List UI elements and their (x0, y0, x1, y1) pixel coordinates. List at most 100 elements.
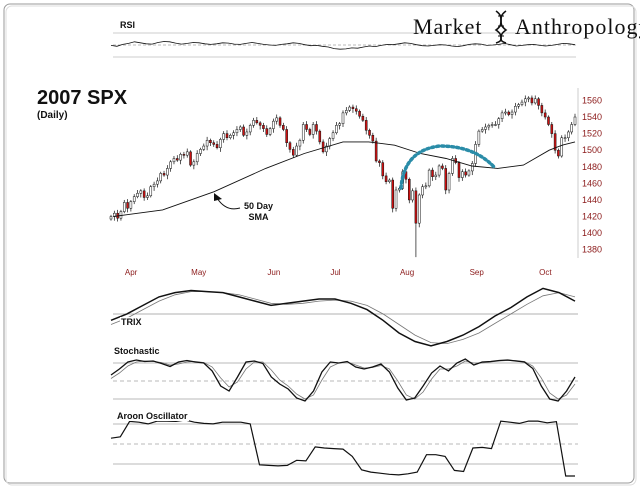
candle-down (315, 121, 318, 135)
candle-down (550, 122, 554, 138)
candle-up (417, 193, 421, 228)
candle-up (331, 130, 335, 142)
candle-up (510, 109, 514, 119)
candle-up (421, 184, 424, 199)
candle-up (500, 110, 504, 122)
candle-down (507, 110, 510, 117)
candle-up (520, 99, 524, 107)
candle-down (431, 167, 434, 181)
candle-up (156, 177, 159, 188)
candle-up (192, 159, 196, 170)
candle-up (301, 122, 305, 144)
stochastic-panel (110, 358, 578, 402)
candle-up (195, 150, 199, 166)
candle-up (345, 107, 348, 116)
candle-down (292, 146, 295, 158)
candle-up (573, 113, 577, 127)
candle-down (557, 148, 560, 159)
candle-up (205, 136, 209, 151)
candle-down (142, 188, 146, 201)
candle-up (238, 125, 242, 132)
price-tick-label: 1380 (582, 245, 602, 255)
candle-up (348, 105, 351, 113)
candle-up (494, 121, 497, 127)
candle-down (464, 168, 467, 178)
candle-up (427, 168, 431, 188)
price-tick-label: 1560 (582, 95, 602, 105)
candle-down (258, 121, 262, 130)
page-border (3, 3, 635, 484)
stoch-k-line (110, 358, 576, 402)
rsi-line (110, 41, 576, 50)
candle-up (480, 126, 484, 133)
candle-down (351, 104, 355, 113)
month-label: Sep (470, 268, 485, 277)
candle-up (229, 133, 232, 140)
candle-down (540, 102, 544, 117)
candle-up (219, 137, 222, 152)
price-tick-label: 1400 (582, 228, 602, 238)
price-tick-label: 1480 (582, 162, 602, 172)
candle-up (437, 164, 441, 178)
brand-logo: Market Anthropology (411, 8, 640, 50)
candle-down (547, 115, 550, 127)
candle-up (533, 95, 537, 105)
candle-up (434, 171, 438, 181)
candle-down (537, 97, 540, 110)
candle-up (149, 185, 153, 198)
candle-up (424, 182, 428, 190)
candle-down (444, 165, 448, 195)
candle-up (563, 134, 567, 142)
candle-up (514, 102, 517, 116)
candle-up (169, 160, 172, 172)
month-label: Jun (267, 268, 280, 277)
month-label: Aug (400, 268, 414, 277)
candle-down (176, 155, 179, 162)
candle-up (248, 123, 252, 136)
candle-up (136, 190, 139, 199)
month-label: Jul (330, 268, 340, 277)
candle-up (570, 122, 573, 135)
candle-up (517, 102, 520, 109)
candle-down (391, 177, 394, 213)
candle-up (394, 186, 398, 212)
candle-up (487, 123, 491, 131)
candle-down (182, 151, 186, 159)
candle-up (275, 114, 278, 125)
candle-up (139, 189, 143, 198)
brand-word-market: Market (413, 14, 483, 39)
candle-down (288, 141, 292, 153)
candle-up (524, 95, 527, 107)
candle-up (560, 135, 564, 158)
candle-up (146, 192, 149, 200)
candle-up (235, 126, 239, 137)
candle-up (268, 126, 272, 137)
candle-down (358, 109, 361, 119)
candle-down (262, 122, 265, 132)
price-tick-label: 1520 (582, 129, 602, 139)
candle-down (278, 116, 282, 128)
candle-up (567, 130, 570, 142)
candle-up (461, 169, 464, 181)
brand-word-anthropology: Anthropology (515, 14, 640, 39)
candle-down (374, 137, 378, 163)
candle-up (122, 199, 126, 214)
candle-down (553, 130, 557, 154)
candle-down (361, 113, 365, 122)
candle-down (321, 139, 325, 154)
candle-up (298, 138, 302, 151)
price-tick-label: 1440 (582, 195, 602, 205)
candle-up (388, 178, 391, 184)
candle-up (172, 156, 176, 165)
candle-up (490, 122, 494, 128)
dna-helix-icon (494, 10, 508, 44)
candle-up (129, 199, 133, 212)
candle-up (341, 110, 345, 127)
candle-down (212, 140, 216, 147)
price-tick-label: 1540 (582, 112, 602, 122)
candle-down (364, 117, 368, 135)
candle-up (311, 122, 315, 139)
candle-down (408, 177, 411, 204)
candle-down (381, 160, 385, 180)
